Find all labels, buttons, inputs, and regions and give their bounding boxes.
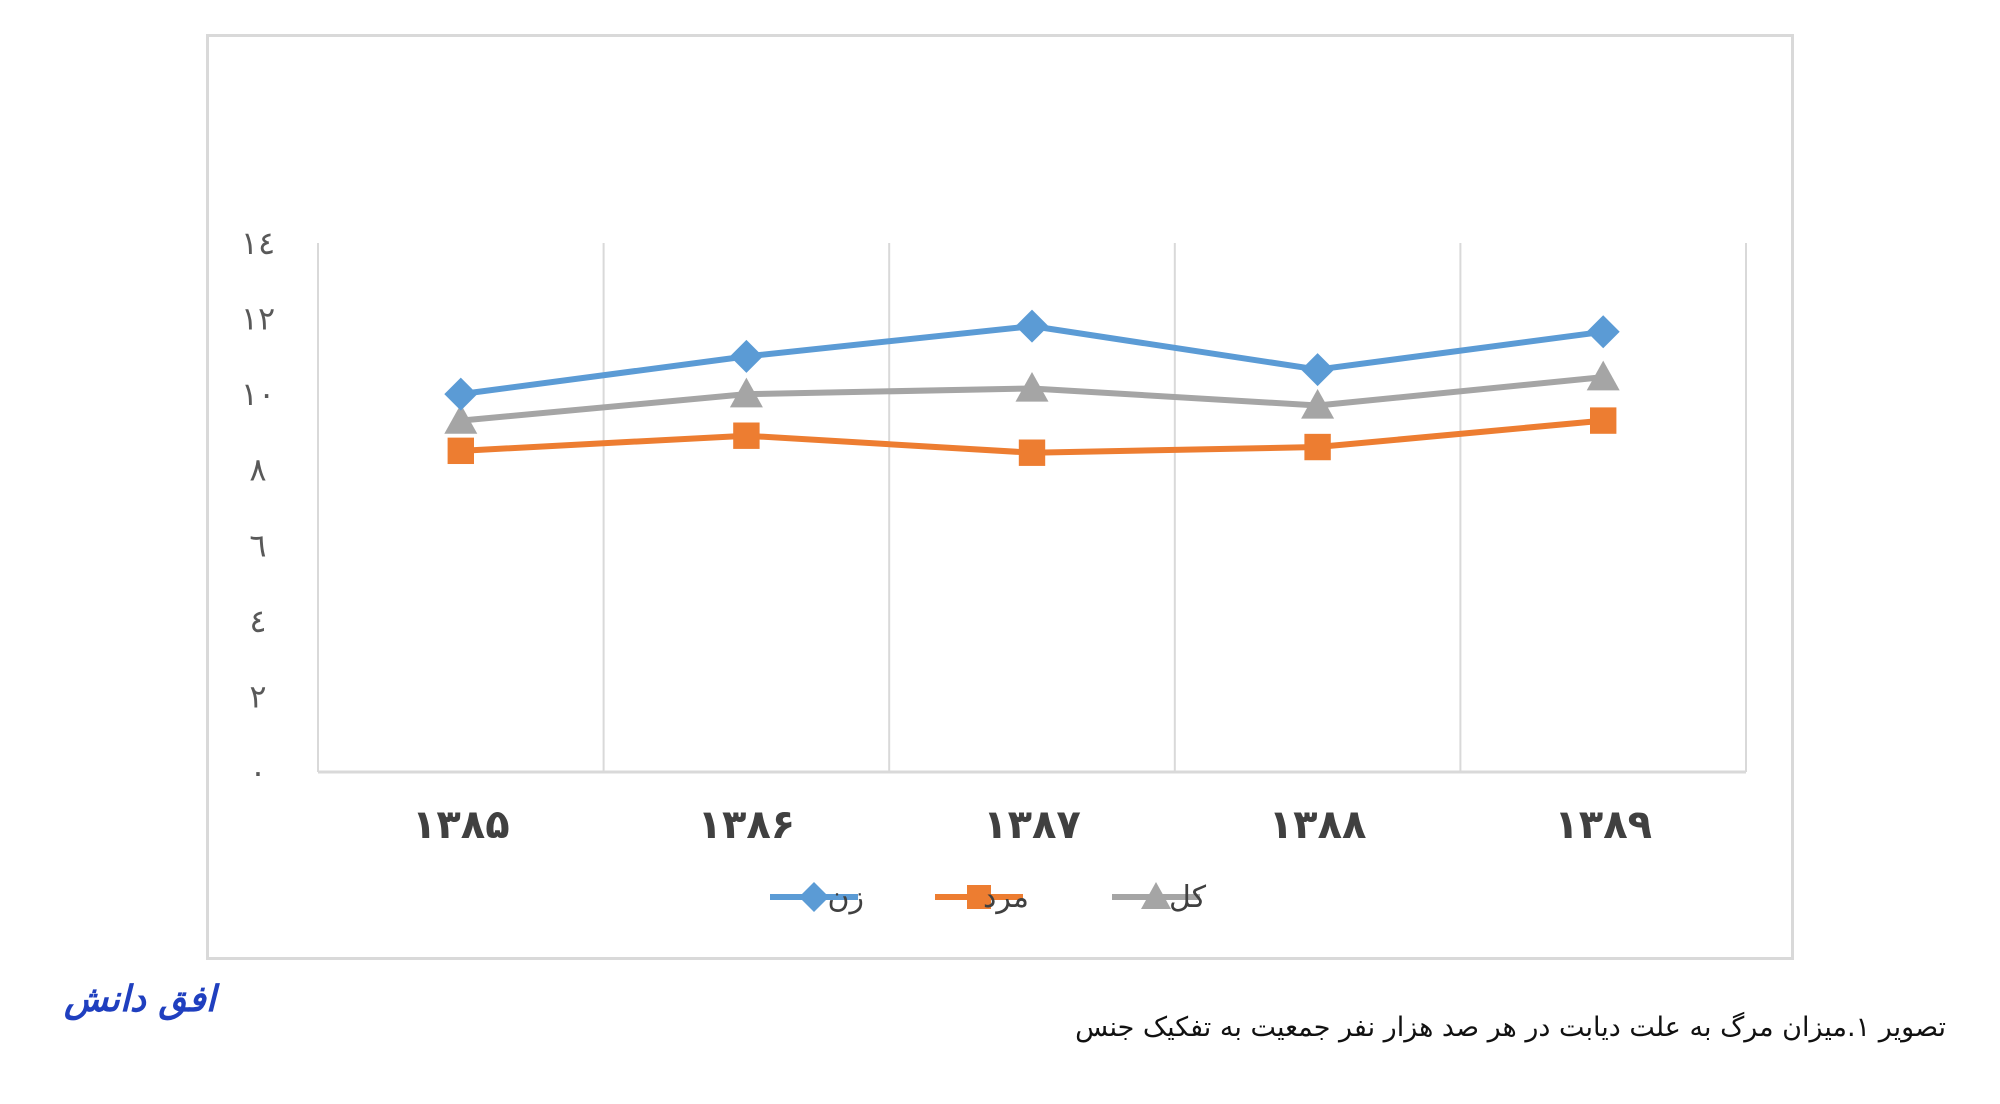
data-point bbox=[1015, 309, 1049, 343]
x-tick-label: ۱۳۸۶ bbox=[698, 802, 796, 848]
publisher-logo: افق دانش bbox=[64, 978, 216, 1020]
series-lines bbox=[444, 309, 1620, 466]
legend-item: زن bbox=[770, 880, 864, 915]
y-tick-label: ١٤ bbox=[241, 224, 275, 262]
data-point bbox=[729, 377, 763, 408]
data-point bbox=[1304, 433, 1331, 461]
legend-item: کل bbox=[1112, 880, 1207, 915]
legend-item: مرد bbox=[935, 880, 1029, 915]
x-tick-label: ۱۳۸۸ bbox=[1269, 802, 1367, 848]
data-point bbox=[444, 377, 478, 411]
legend-marker bbox=[967, 885, 991, 909]
chart-frame bbox=[206, 34, 1794, 960]
x-tick-label: ۱۳۸۷ bbox=[983, 802, 1081, 848]
y-tick-label: ١٢ bbox=[241, 300, 275, 338]
series-men bbox=[447, 407, 1617, 466]
x-axis-ticks: ۱۳۸۵ ۱۳۸۶ ۱۳۸۷ ۱۳۸۸ ۱۳۸۹ bbox=[412, 802, 1652, 848]
x-tick-label: ۱۳۸۹ bbox=[1554, 802, 1652, 848]
data-point bbox=[1301, 353, 1335, 387]
legend-label: زن bbox=[827, 880, 864, 915]
data-point bbox=[447, 437, 474, 465]
legend-label: مرد bbox=[983, 880, 1029, 915]
y-tick-label: ۲ bbox=[249, 677, 266, 715]
x-tick-label: ۱۳۸۵ bbox=[412, 802, 510, 848]
data-point bbox=[1015, 371, 1049, 402]
y-axis-ticks: ۰ ۲ ٤ ٦ ٨ ١٠ ١٢ ١٤ bbox=[241, 224, 275, 791]
legend-marker bbox=[799, 882, 829, 912]
data-point bbox=[1018, 439, 1046, 466]
series-total bbox=[444, 360, 1620, 434]
data-point bbox=[733, 422, 760, 449]
data-point bbox=[444, 404, 478, 434]
y-tick-label: ٤ bbox=[249, 602, 266, 640]
y-tick-label: ۰ bbox=[249, 753, 266, 791]
data-point bbox=[1586, 360, 1620, 391]
data-point bbox=[1590, 407, 1617, 434]
data-point bbox=[1586, 315, 1620, 349]
series-women bbox=[444, 309, 1620, 411]
data-point bbox=[1301, 388, 1335, 419]
legend-marker bbox=[1141, 882, 1171, 909]
figure-caption: تصویر ۱.میزان مرگ به علت دیابت در هر صد … bbox=[1075, 1012, 1946, 1043]
legend-label: کل bbox=[1169, 880, 1207, 915]
y-tick-label: ٨ bbox=[249, 451, 266, 489]
data-point bbox=[729, 339, 763, 373]
legend: زن مرد کل bbox=[770, 880, 1207, 915]
grid-lines bbox=[317, 243, 1747, 774]
y-tick-label: ١٠ bbox=[241, 375, 275, 413]
y-tick-label: ٦ bbox=[249, 526, 266, 564]
